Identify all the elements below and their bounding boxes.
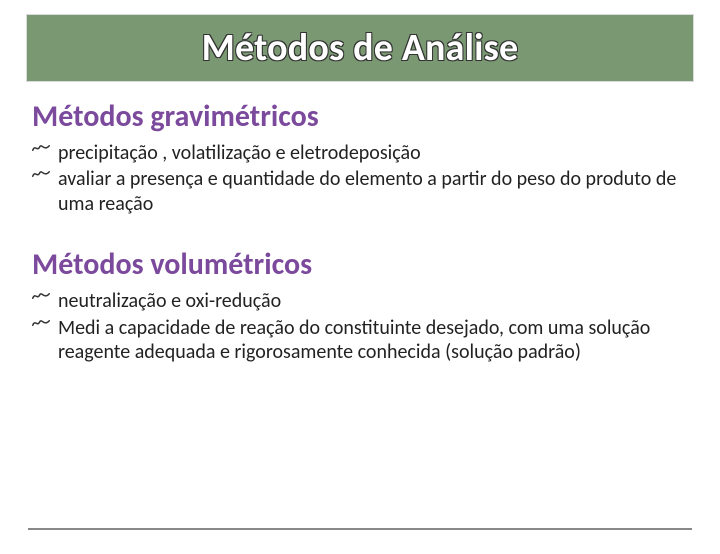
bullet-item: Medi a capacidade de reação do constitui…: [32, 316, 688, 365]
section-heading-gravimetricos: Métodos gravimétricos: [32, 98, 688, 135]
slide-title: Métodos de Análise: [202, 25, 519, 71]
bullet-item: precipitação , volatilização e eletrodep…: [32, 141, 688, 165]
bullet-text: neutralização e oxi-redução: [58, 289, 281, 313]
section-heading-volumetricos: Métodos volumétricos: [32, 246, 688, 283]
title-bar: Métodos de Análise: [26, 14, 694, 82]
bullet-text: avaliar a presença e quantidade do eleme…: [58, 167, 688, 216]
squiggle-bullet-icon: [32, 289, 54, 303]
squiggle-bullet-icon: [32, 167, 54, 181]
spacer: [32, 218, 688, 240]
bullet-text: Medi a capacidade de reação do constitui…: [58, 316, 688, 365]
bullet-text: precipitação , volatilização e eletrodep…: [58, 141, 421, 165]
squiggle-bullet-icon: [32, 141, 54, 155]
slide-content: Métodos gravimétricos precipitação , vol…: [0, 82, 720, 364]
bullet-item: avaliar a presença e quantidade do eleme…: [32, 167, 688, 216]
slide: Métodos de Análise Métodos gravimétricos…: [0, 14, 720, 554]
squiggle-bullet-icon: [32, 316, 54, 330]
bullet-item: neutralização e oxi-redução: [32, 289, 688, 313]
footer-divider: [28, 528, 692, 530]
